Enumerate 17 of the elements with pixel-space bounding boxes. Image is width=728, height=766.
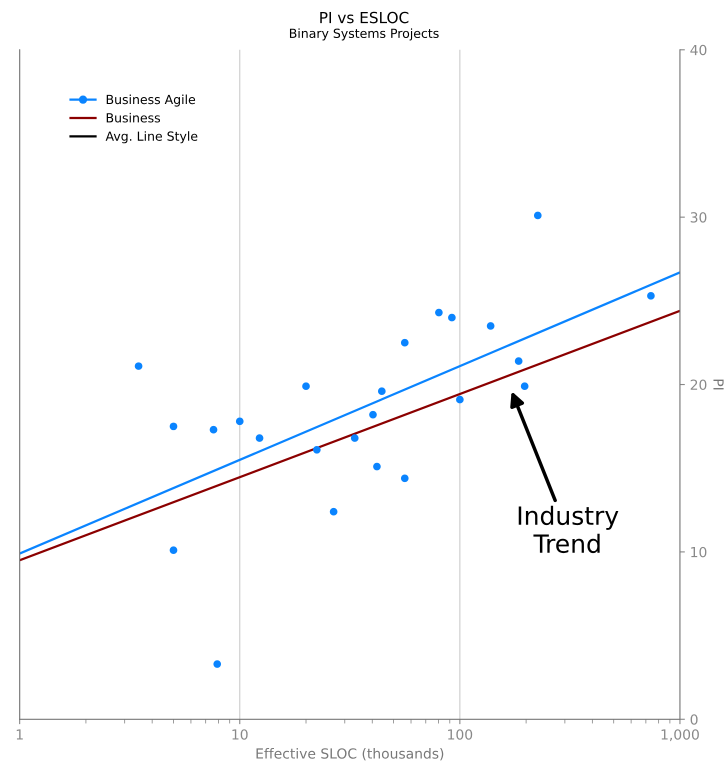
y-tick-label: 30 xyxy=(690,212,706,223)
chart-title: PI vs ESLOC xyxy=(320,12,408,24)
y-tick-label: 40 xyxy=(690,44,706,56)
legend-label: Business xyxy=(106,112,160,123)
annotation: Industry Trend xyxy=(518,506,618,554)
y-tick-label: 20 xyxy=(690,380,706,390)
y-tick-label: 10 xyxy=(691,546,706,558)
x-tick-label: 10 xyxy=(232,729,248,740)
x-tick-label: 1,000 xyxy=(662,729,699,742)
x-axis-title: Effective SLOC (thousands) xyxy=(256,748,444,760)
x-tick-label: 1 xyxy=(16,729,23,740)
legend-label: Business Agile xyxy=(106,94,196,107)
x-tick-label: 100 xyxy=(448,729,472,740)
y-axis-title: PI xyxy=(713,380,724,390)
legend-label: Avg. Line Style xyxy=(106,131,198,144)
y-tick-label: 0 xyxy=(690,714,698,725)
chart-subtitle: Binary Systems Projects xyxy=(290,28,439,40)
